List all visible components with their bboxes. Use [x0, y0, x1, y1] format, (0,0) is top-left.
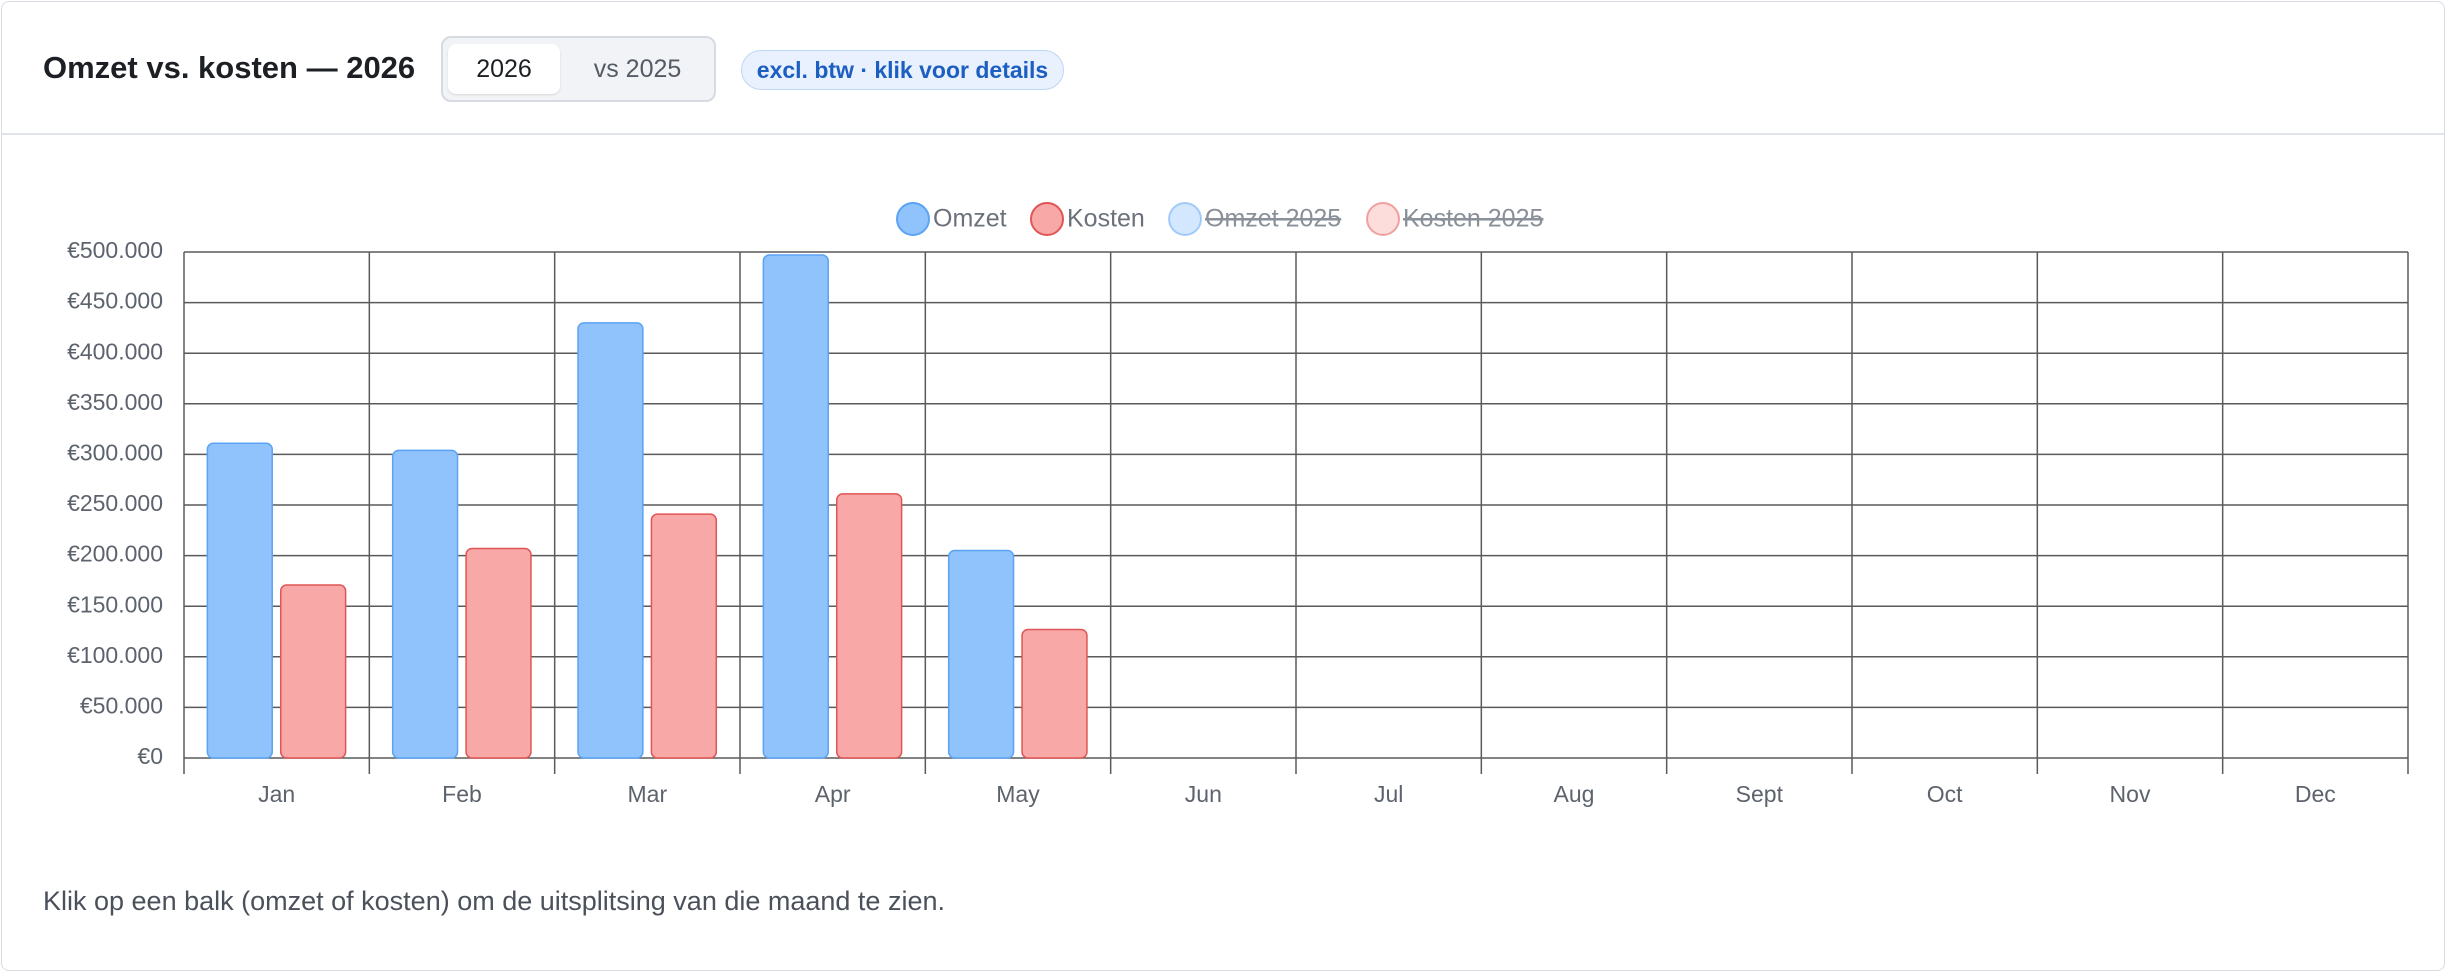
bar[interactable]	[279, 584, 347, 759]
footer-hint: Klik op een balk (omzet of kosten) om de…	[43, 886, 945, 916]
x-tick-label: Jun	[1185, 781, 1222, 807]
y-tick-label: €450.000	[67, 288, 163, 314]
x-tick-label: Feb	[442, 781, 482, 807]
legend-swatch[interactable]	[1168, 202, 1202, 236]
x-tick-label: Oct	[1927, 781, 1963, 807]
bar[interactable]	[762, 254, 829, 759]
legend-label[interactable]: Kosten 2025	[1403, 205, 1543, 233]
toggle-option[interactable]: 2026	[448, 44, 560, 94]
legend-label[interactable]: Omzet	[933, 205, 1007, 233]
x-tick-label: Nov	[2110, 781, 2151, 807]
y-tick-label: €50.000	[80, 692, 163, 718]
y-tick-label: €100.000	[67, 642, 163, 668]
bar[interactable]	[577, 322, 644, 759]
x-tick-label: Jul	[1374, 781, 1403, 807]
details-badge[interactable]: excl. btw · klik voor details	[741, 50, 1064, 90]
y-tick-label: €500.000	[67, 237, 163, 263]
x-tick-label: Dec	[2295, 781, 2336, 807]
bar[interactable]	[1021, 628, 1088, 759]
x-tick-label: Aug	[1554, 781, 1595, 807]
bar[interactable]	[650, 513, 718, 759]
bar[interactable]	[206, 442, 273, 759]
x-tick-label: Apr	[815, 781, 851, 807]
legend-label[interactable]: Kosten	[1067, 205, 1145, 233]
card-header: Omzet vs. kosten — 2026 2026 vs 2025 exc…	[2, 2, 2444, 135]
bar[interactable]	[947, 549, 1015, 759]
bar[interactable]	[465, 547, 532, 759]
year-toggle: 2026 vs 2025	[441, 36, 716, 102]
x-tick-label: Mar	[628, 781, 668, 807]
bar[interactable]	[835, 493, 903, 759]
y-tick-label: €0	[137, 743, 163, 769]
y-tick-label: €200.000	[67, 541, 163, 567]
x-tick-label: Jan	[258, 781, 295, 807]
chart: €0 €50.000 €100.000 €150.000 €200.000 €250.00…	[67, 202, 2409, 807]
legend-swatch[interactable]	[1030, 202, 1064, 236]
y-tick-label: €350.000	[67, 389, 163, 415]
x-tick-label: Sept	[1736, 781, 1784, 807]
y-tick-label: €300.000	[67, 439, 163, 465]
legend-swatch[interactable]	[896, 202, 930, 236]
card-title: Omzet vs. kosten — 2026	[43, 50, 416, 85]
legend-swatch[interactable]	[1366, 202, 1400, 236]
y-tick-label: €250.000	[67, 490, 163, 516]
y-tick-label: €150.000	[67, 591, 163, 617]
y-tick-label: €400.000	[67, 338, 163, 364]
x-tick-label: May	[996, 781, 1040, 807]
bar[interactable]	[391, 449, 459, 759]
legend-label[interactable]: Omzet 2025	[1205, 205, 1341, 233]
toggle-option[interactable]: vs 2025	[593, 55, 682, 83]
